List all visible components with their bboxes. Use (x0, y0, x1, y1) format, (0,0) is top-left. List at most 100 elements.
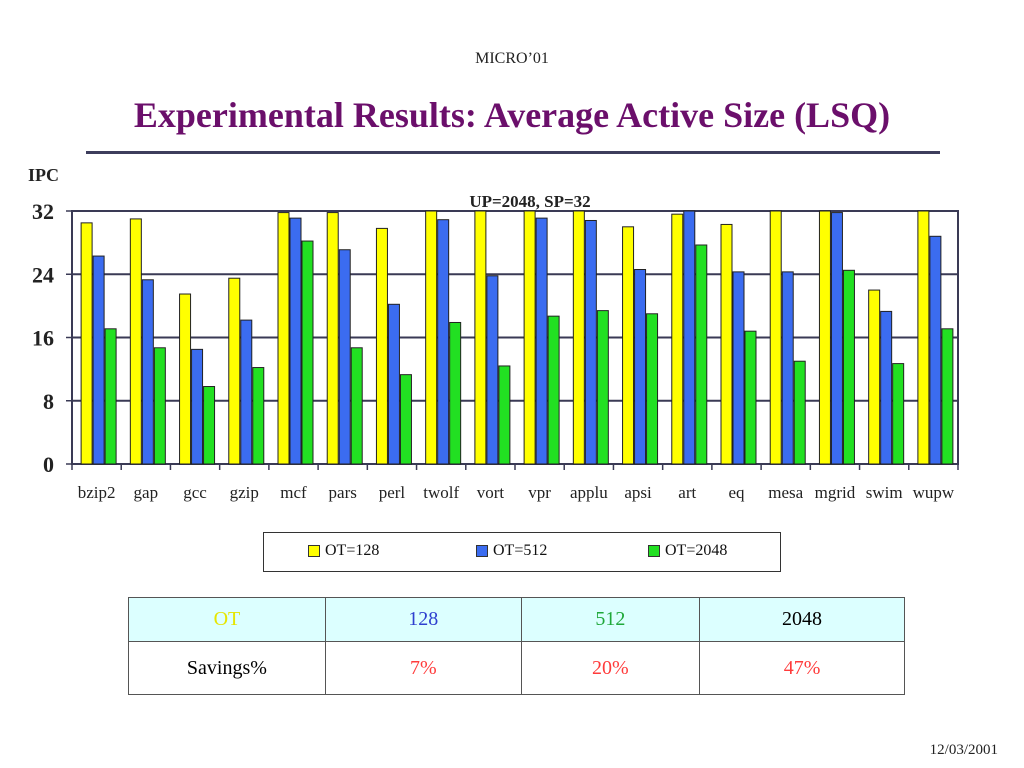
y-axis-label: IPC (28, 165, 59, 185)
bar-art-OT=128 (671, 213, 684, 465)
bar-wupw-OT=2048 (941, 328, 954, 465)
legend-label-ot128: OT=128 (325, 542, 380, 559)
bar-mcf-OT=128 (277, 212, 290, 465)
bar-mgrid-OT=2048 (842, 269, 855, 465)
bar-wupw-OT=512 (929, 235, 942, 465)
x-tick-label: mgrid (815, 483, 856, 502)
bar-mesa-OT=512 (781, 271, 794, 465)
bar-gap-OT=128 (129, 218, 142, 465)
bar-vpr-OT=512 (535, 217, 548, 465)
table-header-row: OT 128 512 2048 (128, 597, 905, 642)
y-tick-label: 8 (43, 389, 54, 414)
legend-item-ot2048: OT=2048 (648, 542, 727, 560)
x-tick-label: gcc (183, 483, 207, 502)
bar-mesa-OT=2048 (793, 360, 806, 465)
bar-applu-OT=128 (572, 210, 585, 465)
x-tick-label: twolf (423, 483, 459, 502)
bar-pars-OT=128 (326, 212, 339, 465)
table-header-ot: OT (128, 597, 326, 642)
y-tick-label: 0 (43, 452, 54, 477)
savings-512: 20% (520, 641, 701, 695)
savings-2048: 47% (699, 641, 905, 695)
bar-perl-OT=512 (387, 303, 400, 465)
x-tick-label: mesa (768, 483, 803, 502)
bar-applu-OT=2048 (596, 310, 609, 465)
table-row: Savings% 7% 20% 47% (128, 641, 905, 695)
bar-gcc-OT=2048 (203, 386, 216, 465)
bar-mesa-OT=128 (769, 210, 782, 465)
y-tick-label: 32 (32, 199, 54, 224)
x-tick-label: pars (329, 483, 357, 502)
bar-eq-OT=2048 (744, 330, 757, 465)
bar-swim-OT=128 (868, 289, 881, 465)
x-tick-label: gap (134, 483, 159, 502)
bar-mgrid-OT=128 (818, 210, 831, 465)
y-tick-label: 24 (32, 262, 54, 287)
legend-swatch-ot512 (476, 545, 488, 557)
bar-swim-OT=2048 (892, 363, 905, 465)
bar-swim-OT=512 (880, 310, 893, 465)
savings-label: Savings% (128, 641, 326, 695)
bar-perl-OT=2048 (399, 374, 412, 465)
slide-date: 12/03/2001 (929, 742, 998, 758)
bar-vpr-OT=2048 (547, 315, 560, 465)
chart-legend: OT=128 OT=512 OT=2048 (263, 532, 781, 572)
legend-label-ot2048: OT=2048 (665, 542, 728, 559)
bar-vort-OT=2048 (498, 365, 511, 465)
x-tick-label: bzip2 (78, 483, 116, 502)
bar-eq-OT=512 (732, 271, 745, 465)
bar-vort-OT=512 (486, 275, 499, 465)
x-tick-label: mcf (280, 483, 307, 502)
x-tick-label: vort (477, 483, 505, 502)
bar-mgrid-OT=512 (830, 212, 843, 465)
bar-gap-OT=512 (141, 279, 154, 465)
savings-table: OT 128 512 2048 Savings% 7% 20% 47% (128, 597, 905, 695)
legend-swatch-ot2048 (648, 545, 660, 557)
x-tick-label: applu (570, 483, 608, 502)
legend-swatch-ot128 (308, 545, 320, 557)
x-tick-label: wupw (913, 483, 955, 502)
bar-twolf-OT=128 (425, 210, 438, 465)
bar-gcc-OT=128 (179, 293, 192, 465)
bar-mcf-OT=2048 (301, 240, 314, 465)
bar-gzip-OT=2048 (252, 367, 265, 465)
bar-bzip2-OT=512 (92, 255, 105, 465)
savings-128: 7% (324, 641, 522, 695)
bar-gcc-OT=512 (191, 348, 204, 465)
y-tick-label: 16 (32, 326, 54, 351)
bar-bzip2-OT=128 (80, 222, 93, 465)
x-tick-label: perl (379, 483, 406, 502)
bar-mcf-OT=512 (289, 217, 302, 465)
bar-gap-OT=2048 (153, 347, 166, 465)
x-tick-label: vpr (528, 483, 551, 502)
legend-label-ot512: OT=512 (493, 542, 548, 559)
chart-title: UP=2048, SP=32 (469, 192, 590, 211)
x-tick-label: apsi (624, 483, 652, 502)
x-tick-label: art (678, 483, 696, 502)
x-tick-label: eq (728, 483, 745, 502)
bar-twolf-OT=2048 (449, 321, 462, 465)
title-underline (86, 151, 940, 154)
bar-applu-OT=512 (584, 219, 597, 465)
bar-wupw-OT=128 (917, 210, 930, 465)
bar-apsi-OT=2048 (646, 313, 659, 465)
bar-apsi-OT=128 (622, 226, 635, 465)
bar-bzip2-OT=2048 (104, 328, 117, 465)
table-header-512: 512 (520, 597, 701, 642)
bar-gzip-OT=128 (228, 277, 241, 465)
bar-pars-OT=2048 (350, 347, 363, 465)
table-header-2048: 2048 (699, 597, 905, 642)
bar-vpr-OT=128 (523, 210, 536, 465)
legend-item-ot128: OT=128 (308, 542, 379, 560)
bar-apsi-OT=512 (634, 269, 647, 465)
bar-twolf-OT=512 (437, 219, 450, 465)
bar-perl-OT=128 (375, 227, 388, 465)
table-header-128: 128 (324, 597, 522, 642)
bar-vort-OT=128 (474, 210, 487, 465)
legend-item-ot512: OT=512 (476, 542, 547, 560)
bar-art-OT=512 (683, 210, 696, 465)
bar-pars-OT=512 (338, 249, 351, 465)
bar-art-OT=2048 (695, 244, 708, 465)
x-tick-label: gzip (230, 483, 259, 502)
